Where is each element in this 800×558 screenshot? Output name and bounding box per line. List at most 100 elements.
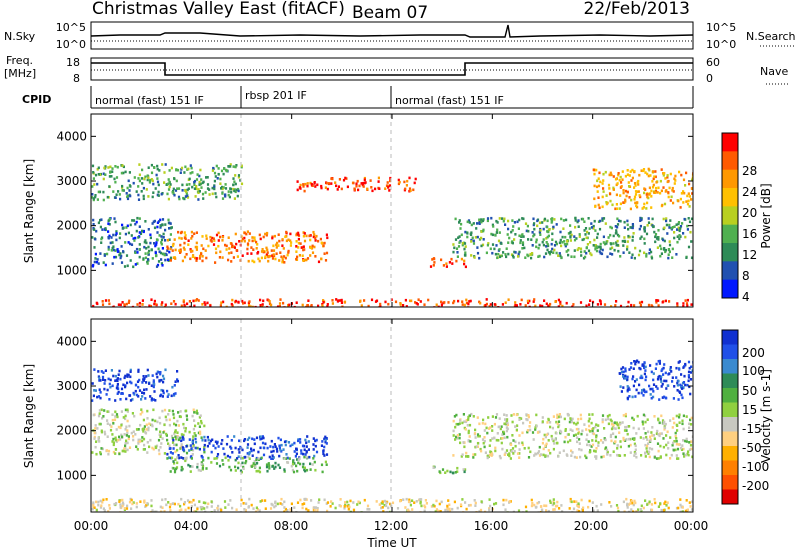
power-cell: [243, 239, 246, 243]
power-cell: [184, 165, 187, 169]
power-cell: [106, 252, 109, 256]
power-cell: [92, 197, 95, 200]
power-cell: [583, 229, 586, 232]
velocity-cell: [480, 449, 483, 453]
velocity-cell: [657, 418, 660, 422]
velocity-cell: [253, 442, 256, 446]
power-cell: [570, 255, 573, 258]
velocity-cell: [141, 436, 144, 439]
velocity-cell: [124, 384, 127, 387]
power-cell: [152, 191, 155, 194]
velocity-cell: [553, 502, 556, 505]
velocity-cell: [681, 396, 684, 400]
velocity-cell: [255, 458, 258, 461]
velocity-cell: [136, 393, 139, 397]
power-cell: [240, 164, 243, 168]
power-cell: [611, 246, 614, 250]
power-cell: [631, 235, 634, 239]
velocity-cell: [100, 408, 103, 412]
power-cell: [207, 244, 210, 248]
velocity-cell: [324, 460, 327, 464]
velocity-cell: [629, 443, 632, 447]
velocity-cell: [177, 456, 181, 460]
power-cell: [195, 231, 198, 234]
velocity-cell: [313, 506, 316, 509]
velocity-cell: [576, 440, 579, 444]
velocity-cell: [107, 377, 110, 381]
power-cell: [387, 186, 390, 189]
power-cell: [675, 223, 678, 226]
power-cell: [652, 177, 655, 181]
power-cell: [238, 240, 241, 243]
power-cell: [96, 182, 99, 186]
power-cell: [298, 254, 301, 257]
velocity-cell: [464, 428, 467, 431]
power-cell: [355, 184, 358, 188]
velocity-cell: [312, 437, 315, 440]
power-cell: [616, 217, 619, 221]
velocity-cell: [269, 445, 272, 448]
velocity-cell: [383, 499, 386, 503]
power-cell: [149, 179, 152, 182]
velocity-cell: [595, 447, 598, 450]
power-cell: [129, 194, 132, 198]
velocity-cell: [619, 445, 622, 449]
power-cell: [601, 217, 604, 220]
velocity-cell: [444, 508, 447, 512]
velocity-cell: [670, 370, 673, 373]
velocity-cell: [130, 498, 133, 502]
power-cell: [125, 302, 128, 306]
velocity-cell: [527, 415, 530, 419]
velocity-cell: [474, 428, 477, 432]
velocity-cell: [506, 418, 509, 421]
velocity-cell: [659, 456, 662, 459]
velocity-cell: [640, 504, 643, 508]
power-cell: [607, 236, 610, 239]
velocity-colorbar-swatch: [722, 402, 738, 418]
power-cell: [464, 230, 467, 234]
velocity-cell: [307, 509, 310, 512]
power-cell: [357, 188, 360, 192]
power-cell: [163, 171, 166, 174]
power-cell: [590, 226, 594, 229]
power-cell: [458, 221, 461, 224]
power-cell: [511, 241, 514, 245]
power-cell: [150, 298, 153, 301]
velocity-cell: [588, 443, 591, 447]
power-cell: [538, 243, 541, 247]
power-cell: [554, 240, 558, 244]
power-cell: [270, 249, 273, 252]
power-cell: [385, 184, 389, 187]
power-cell: [597, 196, 600, 199]
velocity-cell: [110, 425, 113, 428]
power-cell: [266, 305, 269, 307]
power-cell: [598, 245, 601, 249]
velocity-cell: [207, 438, 210, 442]
power-cell: [602, 172, 605, 176]
velocity-cell: [252, 507, 255, 510]
power-cell: [585, 251, 588, 255]
power-cell: [211, 169, 214, 172]
velocity-cell: [502, 432, 506, 436]
velocity-cell: [644, 369, 647, 372]
power-cell: [646, 195, 649, 199]
power-cell: [309, 181, 312, 185]
velocity-cell: [159, 433, 162, 436]
power-cell: [460, 233, 463, 237]
velocity-cell: [533, 503, 536, 507]
power-cell: [528, 305, 531, 307]
power-cell: [295, 257, 298, 261]
velocity-cell: [103, 430, 106, 434]
velocity-cell: [250, 465, 253, 468]
velocity-cell: [176, 370, 179, 373]
power-cell: [363, 176, 366, 180]
velocity-cell: [108, 382, 111, 386]
velocity-cell: [669, 368, 672, 371]
velocity-cell: [469, 503, 472, 507]
power-cell: [402, 304, 405, 307]
power-cell: [107, 219, 110, 223]
power-cell: [243, 236, 246, 240]
power-cell: [261, 248, 264, 251]
power-cell: [249, 305, 252, 307]
